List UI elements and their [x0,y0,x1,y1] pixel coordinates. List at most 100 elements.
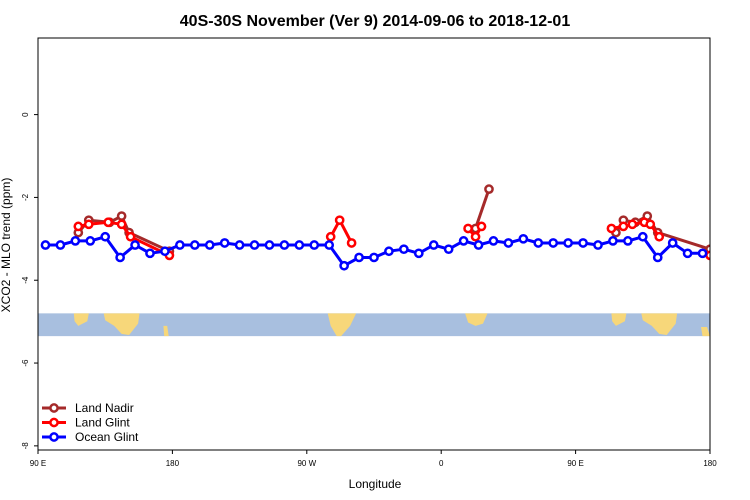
ocean-glint-point [100,231,111,242]
land-nadir-line [474,188,491,229]
legend-label-ocean-glint: Ocean Glint [75,430,139,444]
x-tick-label: 90 E [30,459,46,468]
ocean-glint-point [384,246,394,257]
ocean-glint-point [294,240,305,250]
ocean-glint-point [40,240,51,250]
x-tick-label: 180 [703,459,717,468]
land-glint-point [654,231,665,242]
x-tick-label: 90 E [567,459,583,468]
x-tick-label: 90 W [297,459,316,468]
ocean-glint-point [279,240,290,250]
ocean-glint-point [249,240,260,250]
land-glint-point [476,221,487,232]
ocean-glint-point [443,244,454,255]
ocean-glint-point [413,248,424,259]
ocean-glint-point [637,231,648,242]
legend-marker-land-nadir [49,403,59,413]
ocean-glint-point [264,240,275,250]
coastline-map-band [38,313,710,337]
land-mass [641,313,678,335]
ocean-glint-point [369,252,379,263]
x-tick-label: 0 [439,459,444,468]
ocean-glint-point [189,240,200,250]
legend-label-land-nadir: Land Nadir [75,401,134,415]
ocean-glint-point [354,252,364,263]
x-axis: 90 E 180 90 W 0 90 E 180 [30,450,717,468]
ocean-glint-point [548,238,559,248]
y-axis: 0 -2 -4 -6 -8 [21,112,38,450]
land-mass [701,327,710,337]
land-glint-point [83,219,94,230]
ocean-glint-point [234,240,245,250]
legend-marker-land-glint [49,417,59,428]
land-glint-point [73,221,84,232]
ocean-glint-point [473,240,484,250]
y-tick-label: 0 [21,112,30,117]
series-land-nadir [73,184,710,257]
ocean-glint-point [593,240,603,250]
ocean-glint-point [204,240,215,250]
y-tick-label: -4 [21,276,30,284]
ocean-glint-point [339,260,349,271]
land-glint-point [334,215,345,226]
legend-label-land-glint: Land Glint [75,416,130,430]
ocean-glint-point [160,246,170,257]
land-glint-point [325,231,336,242]
land-glint-point [116,219,127,230]
ocean-glint-point [399,244,409,255]
ocean-glint-point [428,240,439,250]
ocean-glint-point [70,236,81,246]
land-mass [103,313,140,335]
ocean-glint-point [623,236,633,246]
ocean-glint-point [458,236,469,246]
ocean-glint-point [578,238,588,248]
chart-title: 40S-30S November (Ver 9) 2014-09-06 to 2… [180,13,571,30]
land-mass [611,313,627,326]
land-glint-point [606,223,617,234]
ocean-glint-point [55,240,66,250]
y-axis-label: XCO2 - MLO trend (ppm) [0,178,13,313]
ocean-glint-point [652,252,663,263]
ocean-glint-point [145,248,155,259]
ocean-band [38,313,710,337]
y-tick-label: -6 [21,359,30,367]
ocean-glint-point [324,240,335,250]
plot-frame [37,37,711,451]
land-glint-point [103,217,114,228]
series-land-glint [73,215,710,261]
ocean-glint-point [488,236,499,246]
ocean-glint-point [115,252,125,263]
ocean-glint-point [697,248,708,259]
series-ocean-glint [40,231,708,271]
ocean-glint-point [682,248,693,259]
land-mass [73,313,89,326]
y-tick-label: -2 [21,193,30,201]
land-glint-point [346,238,357,248]
ocean-glint-point [175,240,185,250]
y-tick-label: -8 [21,442,30,450]
ocean-glint-point [130,240,140,250]
ocean-glint-point [608,236,618,246]
ocean-glint-point [518,233,529,244]
land-nadir-point [116,211,127,221]
x-tick-label: 180 [166,459,180,468]
land-glint-point [125,231,136,242]
ocean-glint-point [309,240,320,250]
land-nadir-point [484,184,494,194]
land-glint-point [618,221,629,232]
ocean-glint-point [503,238,514,248]
land-glint-point [645,219,656,230]
land-glint-point [627,219,638,230]
legend-marker-ocean-glint [49,432,59,442]
land-mass [163,325,169,337]
ocean-glint-point [533,238,544,248]
ocean-glint-point [219,238,230,248]
land-mass [465,313,488,326]
ocean-glint-point [85,236,96,246]
x-axis-label: Longitude [349,477,402,491]
land-glint-point [463,223,473,234]
land-mass [327,313,357,337]
series-layer [40,184,710,271]
